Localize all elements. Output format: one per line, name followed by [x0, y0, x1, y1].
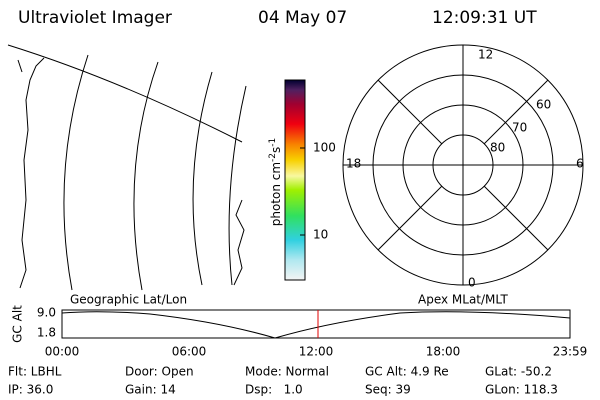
colorbar-tick: 10	[313, 228, 328, 242]
x-tick-label: 23:59	[553, 345, 588, 359]
plot-title: Apex MLat/MLT	[418, 293, 508, 307]
x-tick-label: 18:00	[426, 345, 461, 359]
title: Ultraviolet Imager	[18, 8, 172, 28]
label-text: photon cm	[269, 162, 283, 226]
polar-grid	[342, 44, 584, 286]
lat-label: 80	[490, 141, 505, 155]
status-field: Flt: LBHL	[8, 365, 62, 379]
status-bar: Flt: LBHL Door: Open Mode: Normal GC Alt: 4…	[8, 365, 558, 397]
status-field: GC Alt: 4.9 Re	[365, 365, 449, 379]
colorbar-tick: 100	[313, 141, 336, 155]
x-tick-label: 06:00	[172, 345, 207, 359]
lat-label: 70	[512, 121, 527, 135]
status-field: GLat: -50.2	[485, 365, 552, 379]
label-text: s	[269, 147, 283, 153]
status-field: IP: 36.0	[8, 383, 53, 397]
colorbar-label: photon cm-2s-1	[268, 138, 283, 227]
status-field: Gain: 14	[125, 383, 176, 397]
colorbar-ticks	[300, 147, 305, 236]
mlt-label: 6	[576, 157, 584, 171]
label-exp: -2	[268, 153, 278, 162]
status-field: Mode: Normal	[245, 365, 329, 379]
x-ticks: 00:00 06:00 12:00 18:00 23:59	[45, 345, 588, 359]
map-panel	[7, 44, 247, 291]
y-tick-label: 9.0	[37, 306, 56, 320]
colorbar	[284, 79, 306, 281]
status-field: Seq: 39	[365, 383, 411, 397]
label-exp: -1	[268, 138, 278, 147]
altitude-plot	[61, 309, 571, 339]
x-tick-label: 00:00	[45, 345, 80, 359]
time: 12:09:31 UT	[432, 8, 537, 28]
date: 04 May 07	[258, 8, 347, 28]
status-field: Dsp: 1.0	[245, 383, 303, 397]
plot-title: Geographic Lat/Lon	[70, 293, 187, 307]
status-field: GLon: 118.3	[485, 383, 558, 397]
mlt-label: 18	[346, 157, 361, 171]
y-label: GC Alt	[11, 305, 25, 343]
mlt-label: 12	[478, 48, 493, 62]
x-tick-label: 12:00	[299, 345, 334, 359]
lat-label: 60	[536, 98, 551, 112]
y-tick-label: 1.8	[37, 326, 56, 340]
status-field: Door: Open	[125, 365, 194, 379]
mlt-label: 0	[468, 276, 476, 290]
